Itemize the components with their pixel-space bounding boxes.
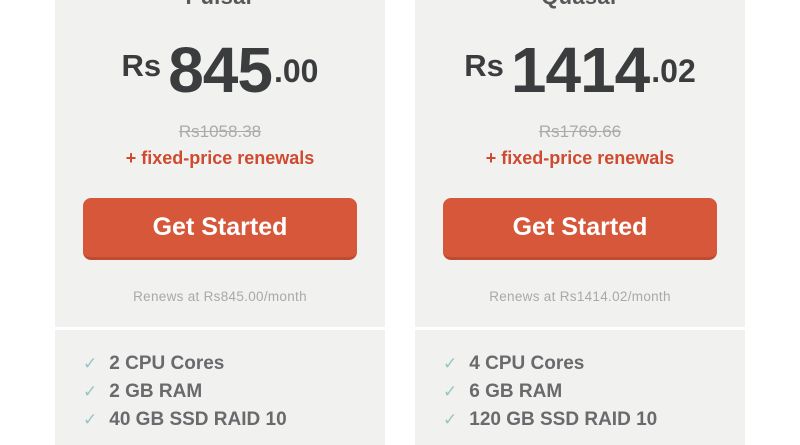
old-price: Rs1058.38 [178,122,262,141]
price-decimal: .02 [651,53,696,89]
currency-symbol: Rs [121,48,162,83]
get-started-button[interactable]: Get Started [443,198,717,260]
old-price: Rs1769.66 [538,122,622,141]
feature-item: ✓ 40 GB SSD RAID 10 [83,406,385,434]
renewal-note: + fixed-price renewals [485,148,675,168]
feature-item: ✓ 6 GB RAM [443,378,745,406]
card-divider [55,327,385,330]
feature-label: 6 GB RAM [469,381,563,402]
plan-name: Pulsar [185,0,254,8]
feature-item: ✓ 120 GB SSD RAID 10 [443,406,745,434]
renews-note: Renews at Rs1414.02/month [489,289,671,304]
check-icon: ✓ [83,410,98,429]
check-icon: ✓ [83,354,98,373]
feature-label: 120 GB SSD RAID 10 [469,409,658,430]
currency-symbol: Rs [464,48,504,83]
get-started-button[interactable]: Get Started [83,198,357,260]
plan-price: Rs 845 .00 [122,38,319,102]
feature-label: 2 GB RAM [109,381,203,402]
plan-price: Rs 1414 .02 [464,38,696,102]
feature-list: ✓ 4 CPU Cores ✓ 6 GB RAM ✓ 120 GB SSD RA… [415,350,745,434]
pricing-card-pulsar: Pulsar Rs 845 .00 Rs1058.38 + fixed-pric… [55,0,385,445]
feature-item: ✓ 4 CPU Cores [443,350,745,378]
renewal-note: + fixed-price renewals [125,148,315,168]
feature-label: 40 GB SSD RAID 10 [109,409,287,430]
feature-label: 2 CPU Cores [109,353,225,374]
feature-item: ✓ 2 CPU Cores [83,350,385,378]
price-decimal: .00 [273,53,319,89]
check-icon: ✓ [443,382,458,401]
card-divider [415,327,745,330]
check-icon: ✓ [83,382,98,401]
price-integer: 845 [168,34,273,106]
check-icon: ✓ [443,354,458,373]
renews-note: Renews at Rs845.00/month [133,289,307,304]
check-icon: ✓ [443,410,458,429]
pricing-card-quasar: Quasar Rs 1414 .02 Rs1769.66 + fixed-pri… [415,0,745,445]
feature-label: 4 CPU Cores [469,353,585,374]
feature-list: ✓ 2 CPU Cores ✓ 2 GB RAM ✓ 40 GB SSD RAI… [55,350,385,434]
plan-name: Quasar [541,0,619,8]
price-integer: 1414 [510,34,650,106]
feature-item: ✓ 2 GB RAM [83,378,385,406]
